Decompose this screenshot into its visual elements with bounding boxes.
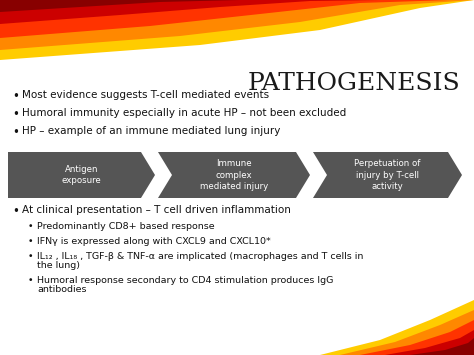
- Text: •: •: [28, 237, 34, 246]
- Polygon shape: [0, 0, 474, 60]
- Text: Antigen
exposure: Antigen exposure: [62, 165, 101, 185]
- Polygon shape: [0, 0, 474, 12]
- Text: •: •: [12, 90, 19, 103]
- Text: Humoral response secondary to CD4 stimulation produces IgG: Humoral response secondary to CD4 stimul…: [37, 276, 333, 285]
- Polygon shape: [320, 300, 474, 355]
- Polygon shape: [8, 152, 155, 198]
- Text: •: •: [28, 222, 34, 231]
- Text: •: •: [12, 126, 19, 139]
- Text: •: •: [12, 205, 19, 218]
- Polygon shape: [410, 338, 474, 355]
- Text: Most evidence suggests T-cell mediated events: Most evidence suggests T-cell mediated e…: [22, 90, 269, 100]
- Text: Humoral immunity especially in acute HP – not been excluded: Humoral immunity especially in acute HP …: [22, 108, 346, 118]
- Text: IFNγ is expressed along with CXCL9 and CXCL10*: IFNγ is expressed along with CXCL9 and C…: [37, 237, 271, 246]
- Text: Predominantly CD8+ based response: Predominantly CD8+ based response: [37, 222, 215, 231]
- Text: •: •: [28, 252, 34, 261]
- Text: •: •: [28, 276, 34, 285]
- Text: At clinical presentation – T cell driven inflammation: At clinical presentation – T cell driven…: [22, 205, 291, 215]
- Polygon shape: [0, 0, 474, 24]
- Text: antibodies: antibodies: [37, 285, 86, 294]
- Text: HP – example of an immune mediated lung injury: HP – example of an immune mediated lung …: [22, 126, 281, 136]
- Polygon shape: [340, 310, 474, 355]
- Text: •: •: [12, 108, 19, 121]
- Text: PATHOGENESIS: PATHOGENESIS: [247, 72, 460, 95]
- Text: Perpetuation of
injury by T-cell
activity: Perpetuation of injury by T-cell activit…: [354, 159, 421, 191]
- Polygon shape: [360, 320, 474, 355]
- Polygon shape: [0, 0, 474, 50]
- Polygon shape: [385, 330, 474, 355]
- Polygon shape: [313, 152, 462, 198]
- Text: Immune
complex
mediated injury: Immune complex mediated injury: [200, 159, 268, 191]
- Polygon shape: [158, 152, 310, 198]
- Polygon shape: [0, 0, 474, 38]
- Text: the lung): the lung): [37, 261, 80, 270]
- Text: IL₁₂ , IL₁₈ , TGF-β & TNF-α are implicated (macrophages and T cells in: IL₁₂ , IL₁₈ , TGF-β & TNF-α are implicat…: [37, 252, 364, 261]
